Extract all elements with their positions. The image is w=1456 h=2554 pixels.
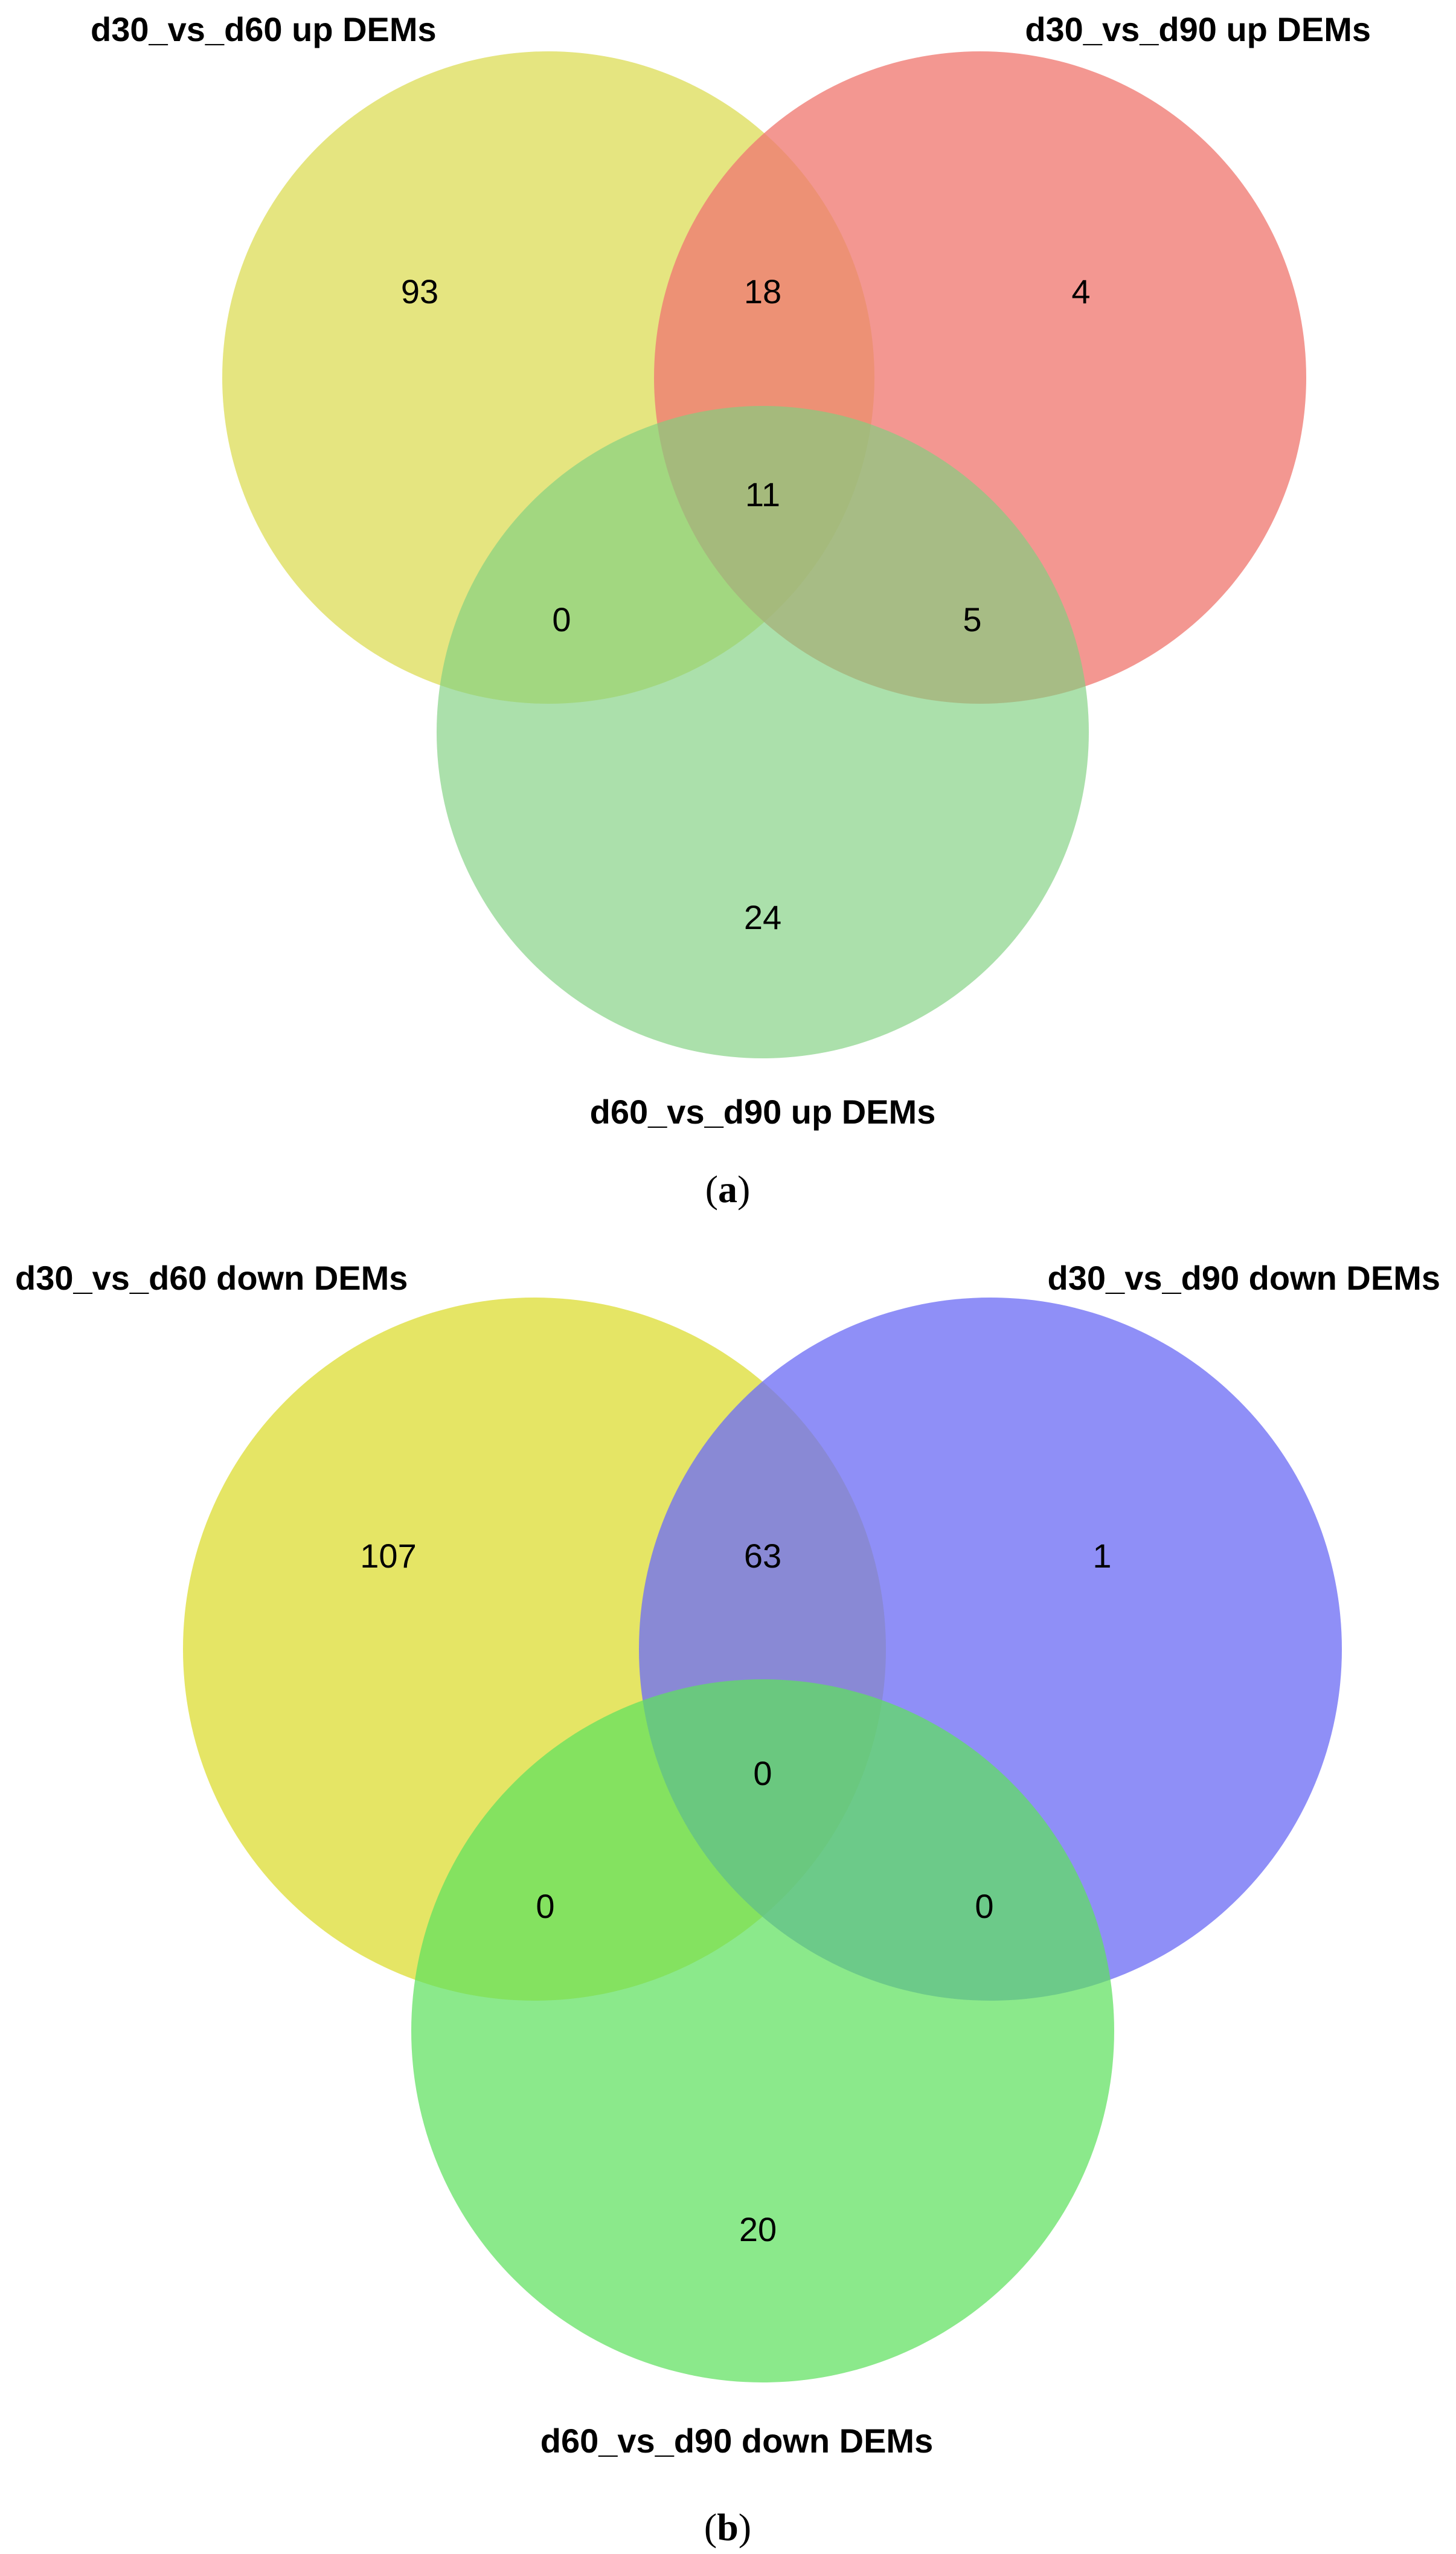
region-count-b-1-2-3: 0 (753, 1754, 772, 1792)
caption-letter-b: b (717, 2506, 739, 2549)
panel-caption-b: (b) (704, 2506, 751, 2549)
region-count-b-2-3: 0 (975, 1887, 993, 1925)
region-count-b-only-1: 107 (360, 1537, 416, 1575)
venn-panel-b: d30_vs_d60 down DEMs d30_vs_d90 down DEM… (15, 1259, 1440, 2549)
set-label-b1: d30_vs_d60 down DEMs (15, 1259, 408, 1297)
caption-open-a: ( (705, 1168, 718, 1211)
set-label-a1: d30_vs_d60 up DEMs (91, 10, 437, 48)
region-count-a-only-2: 4 (1071, 272, 1090, 310)
set-circle-b3 (411, 1679, 1114, 2382)
set-label-a2: d30_vs_d90 up DEMs (1025, 10, 1371, 48)
venn-panel-a: d30_vs_d60 up DEMs d30_vs_d90 up DEMs d6… (91, 10, 1371, 1211)
region-count-a-1-3: 0 (552, 600, 571, 638)
region-count-b-1-3: 0 (536, 1887, 554, 1925)
region-count-a-only-1: 93 (401, 272, 438, 310)
region-count-a-2-3: 5 (963, 600, 981, 638)
region-count-b-only-3: 20 (739, 2210, 777, 2248)
region-count-a-only-3: 24 (744, 898, 781, 936)
region-count-a-1-2-3: 11 (745, 475, 780, 513)
region-count-a-1-2: 18 (744, 272, 781, 310)
set-label-b3: d60_vs_d90 down DEMs (540, 2422, 933, 2460)
panel-caption-a: (a) (705, 1168, 751, 1211)
caption-close-b: ) (739, 2506, 751, 2549)
region-count-b-only-2: 1 (1092, 1537, 1111, 1575)
caption-close-a: ) (737, 1168, 750, 1211)
region-count-b-1-2: 63 (744, 1537, 781, 1575)
caption-open-b: ( (704, 2506, 717, 2549)
set-label-a3: d60_vs_d90 up DEMs (590, 1093, 936, 1131)
caption-letter-a: a (718, 1168, 737, 1211)
set-circle-a3 (437, 406, 1089, 1058)
set-label-b2: d30_vs_d90 down DEMs (1048, 1259, 1440, 1297)
